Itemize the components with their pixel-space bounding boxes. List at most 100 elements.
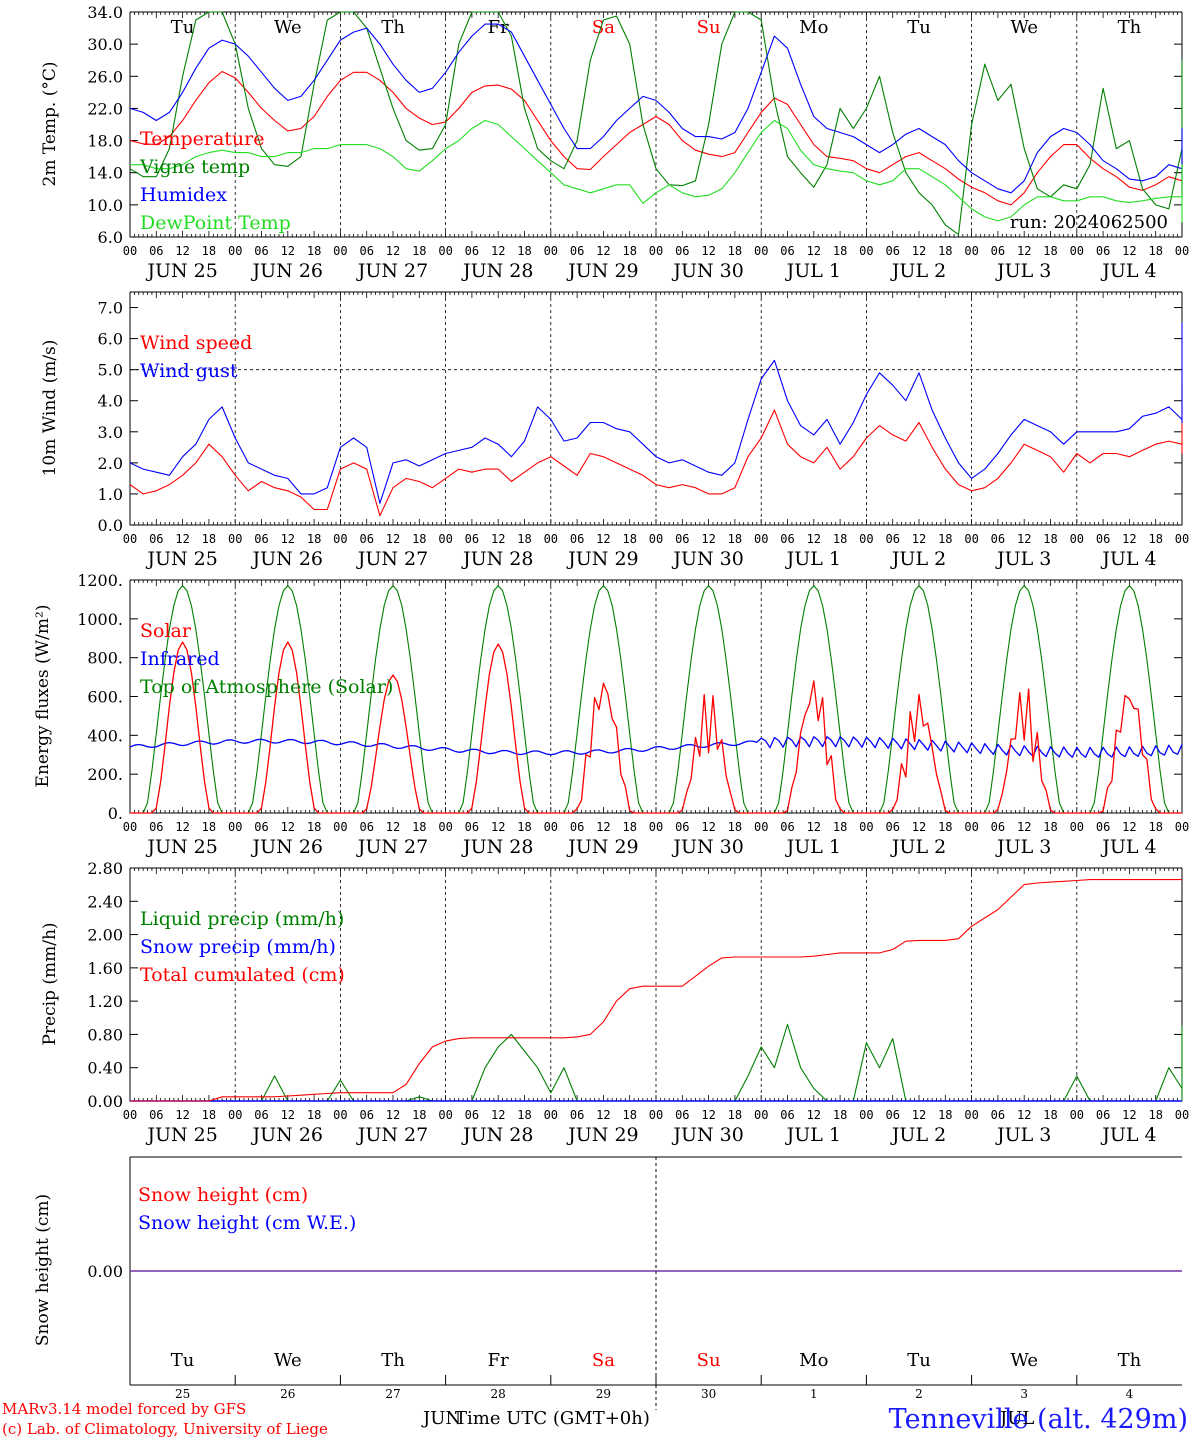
hour-tick-label: 00 — [859, 820, 873, 834]
hour-tick-label: 00 — [438, 820, 452, 834]
hour-tick-label: 12 — [1017, 532, 1031, 546]
hour-tick-label: 06 — [991, 820, 1005, 834]
hour-tick-label: 06 — [570, 1108, 584, 1122]
y-tick-label: 2.80 — [87, 859, 123, 878]
hour-tick-label: 18 — [517, 1108, 531, 1122]
hour-tick-label: 06 — [465, 244, 479, 258]
weekday-label: Tu — [171, 17, 195, 38]
hour-tick-label: 00 — [649, 532, 663, 546]
hour-tick-label: 06 — [991, 1108, 1005, 1122]
legend-entry: Vigne temp — [139, 156, 250, 178]
series-dewpoint-temp — [130, 119, 1183, 223]
legend-entry: Solar — [140, 620, 192, 642]
hour-tick-label: 00 — [228, 532, 242, 546]
hour-tick-label: 12 — [912, 820, 926, 834]
hour-tick-label: 18 — [517, 244, 531, 258]
hour-tick-label: 00 — [1175, 532, 1189, 546]
legend-entry: Wind gust — [140, 360, 238, 382]
y-tick-label: 3.0 — [98, 423, 123, 442]
y-tick-label: 6.0 — [98, 228, 123, 247]
hour-tick-label: 12 — [807, 244, 821, 258]
hour-tick-label: 00 — [123, 1108, 137, 1122]
date-label: JUL 1 — [785, 1124, 841, 1146]
hour-tick-label: 06 — [991, 244, 1005, 258]
hour-tick-label: 00 — [1070, 820, 1084, 834]
hour-tick-label: 00 — [333, 244, 347, 258]
hour-tick-label: 12 — [701, 532, 715, 546]
y-tick-label: 14.0 — [87, 164, 123, 183]
hour-tick-label: 12 — [386, 820, 400, 834]
hour-tick-label: 18 — [833, 532, 847, 546]
hour-tick-label: 12 — [1017, 820, 1031, 834]
hour-tick-label: 12 — [491, 1108, 505, 1122]
hour-tick-label: 12 — [491, 244, 505, 258]
hour-tick-label: 06 — [465, 820, 479, 834]
hour-tick-label: 18 — [1148, 820, 1162, 834]
date-label: JUN 26 — [251, 1124, 323, 1146]
hour-tick-label: 00 — [544, 532, 558, 546]
weekday-label: Su — [697, 17, 721, 38]
hour-tick-label: 00 — [544, 820, 558, 834]
hour-tick-label: 00 — [1175, 244, 1189, 258]
hour-tick-label: 12 — [175, 532, 189, 546]
hour-tick-label: 06 — [675, 820, 689, 834]
hour-tick-label: 06 — [254, 820, 268, 834]
hour-tick-label: 00 — [754, 820, 768, 834]
date-label: JUL 1 — [785, 548, 841, 570]
hour-tick-label: 00 — [1070, 1108, 1084, 1122]
hour-tick-label: 12 — [175, 244, 189, 258]
weekday-label: Su — [697, 1350, 721, 1371]
hour-tick-label: 00 — [123, 244, 137, 258]
hour-tick-label: 06 — [149, 1108, 163, 1122]
y-tick-label: 18.0 — [87, 132, 123, 151]
y-tick-label: 2.0 — [98, 454, 123, 473]
y-tick-label: 1.60 — [87, 959, 123, 978]
hour-tick-label: 12 — [596, 820, 610, 834]
hour-tick-label: 18 — [622, 820, 636, 834]
y-tick-label: 1.20 — [87, 992, 123, 1011]
weekday-label: We — [274, 17, 302, 38]
day-number-label: 2 — [915, 1387, 923, 1401]
credit-line-2: (c) Lab. of Climatology, University of L… — [2, 1420, 328, 1438]
hour-tick-label: 00 — [228, 1108, 242, 1122]
y-tick-label: 0.0 — [98, 516, 123, 535]
hour-tick-label: 12 — [912, 532, 926, 546]
hour-tick-label: 18 — [307, 532, 321, 546]
hour-tick-label: 18 — [622, 1108, 636, 1122]
hour-tick-label: 18 — [517, 820, 531, 834]
date-label: JUN 25 — [145, 548, 217, 570]
day-number-label: 28 — [491, 1387, 506, 1401]
hour-tick-label: 00 — [754, 532, 768, 546]
weekday-label: We — [274, 1350, 302, 1371]
hour-tick-label: 00 — [649, 820, 663, 834]
date-label: JUN 28 — [461, 548, 533, 570]
hour-tick-label: 18 — [833, 244, 847, 258]
day-number-label: 4 — [1126, 1387, 1134, 1401]
y-tick-label: 26.0 — [87, 67, 123, 86]
hour-tick-label: 00 — [1175, 1108, 1189, 1122]
date-label: JUN 29 — [566, 548, 638, 570]
day-number-label: 26 — [280, 1387, 295, 1401]
hour-tick-label: 06 — [465, 1108, 479, 1122]
date-label: JUL 2 — [890, 1124, 946, 1146]
hour-tick-label: 18 — [412, 532, 426, 546]
legend-entry: Liquid precip (mm/h) — [140, 908, 344, 930]
hour-tick-label: 06 — [149, 244, 163, 258]
hour-tick-label: 06 — [780, 1108, 794, 1122]
hour-tick-label: 00 — [1175, 820, 1189, 834]
hour-tick-label: 12 — [491, 820, 505, 834]
hour-tick-label: 00 — [333, 532, 347, 546]
hour-tick-label: 18 — [938, 244, 952, 258]
date-label: JUN 29 — [566, 836, 638, 858]
credit-line-1: MARv3.14 model forced by GFS — [2, 1400, 246, 1418]
legend-entry: Wind speed — [140, 332, 252, 354]
date-label: JUN 25 — [145, 1124, 217, 1146]
date-label: JUN 30 — [671, 1124, 743, 1146]
hour-tick-label: 06 — [780, 820, 794, 834]
hour-tick-label: 18 — [622, 532, 636, 546]
hour-tick-label: 18 — [938, 1108, 952, 1122]
date-label: JUN 27 — [356, 1124, 428, 1146]
hour-tick-label: 18 — [1148, 244, 1162, 258]
hour-tick-label: 00 — [228, 244, 242, 258]
